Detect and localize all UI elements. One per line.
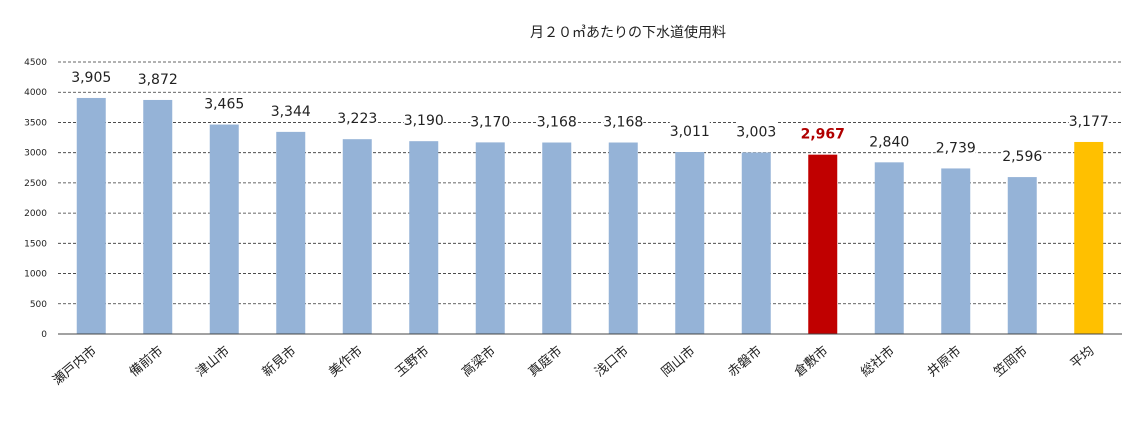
data-label-backdrop xyxy=(1002,145,1043,166)
bar xyxy=(941,168,971,334)
x-axis: 瀬戸内市 備前市 津山市 新見市 美作市 玉野市 高梁市 真庭市 浅口市 岡山市 赤磐市 倉敷市 総社市… xyxy=(50,333,1122,389)
chart-title: 月２０㎥あたりの下水道使用料 xyxy=(530,24,726,41)
bar xyxy=(409,141,439,334)
data-label: 3,905 xyxy=(71,70,111,86)
x-tick-label: 平均 xyxy=(1068,344,1098,372)
y-tick-label: 0 xyxy=(41,330,47,340)
data-label-backdrop xyxy=(337,107,378,128)
data-label: 2,840 xyxy=(869,134,909,150)
data-label: 3,011 xyxy=(670,124,710,140)
bar xyxy=(276,131,306,334)
x-tick-label: 倉敷市 xyxy=(791,343,831,380)
x-tick-label: 高梁市 xyxy=(459,343,499,380)
data-label-backdrop xyxy=(470,110,511,131)
bar xyxy=(741,152,771,334)
data-label: 3,465 xyxy=(204,97,244,113)
bar xyxy=(1074,141,1104,334)
bar xyxy=(475,142,505,334)
x-tick-label: 玉野市 xyxy=(392,343,432,380)
bars xyxy=(76,97,1104,335)
data-label-backdrop xyxy=(536,110,577,131)
data-label: 2,967 xyxy=(801,127,845,143)
x-tick-label: 美作市 xyxy=(326,343,366,380)
data-label: 3,872 xyxy=(138,72,178,88)
y-axis: 0 500 1000 1500 2000 2500 3000 3500 4000 4500 xyxy=(24,58,47,340)
bar xyxy=(209,124,239,334)
bar xyxy=(874,162,904,334)
x-tick-label: 備前市 xyxy=(126,343,166,380)
data-label-backdrop xyxy=(869,130,910,151)
bar xyxy=(608,142,638,334)
data-label: 3,168 xyxy=(603,115,643,131)
data-label: 3,223 xyxy=(337,111,377,127)
data-label: 3,003 xyxy=(736,124,776,140)
bar xyxy=(1007,177,1037,334)
data-label-backdrop xyxy=(270,99,311,120)
y-tick-label: 1000 xyxy=(24,270,47,280)
data-label: 3,177 xyxy=(1069,114,1109,130)
x-tick-label: 瀬戸内市 xyxy=(50,343,100,389)
bar xyxy=(542,142,572,334)
bar xyxy=(808,154,838,334)
data-label: 3,168 xyxy=(537,115,577,131)
y-tick-label: 4000 xyxy=(24,88,47,98)
y-tick-label: 3500 xyxy=(24,118,47,128)
data-label-backdrop xyxy=(403,109,444,130)
x-tick-label: 総社市 xyxy=(858,343,898,380)
data-label-backdrop xyxy=(935,136,976,157)
y-tick-label: 2000 xyxy=(24,209,47,219)
data-label: 2,739 xyxy=(936,140,976,156)
x-tick-label: 浅口市 xyxy=(592,343,632,380)
data-label: 2,596 xyxy=(1002,149,1042,165)
data-label: 3,170 xyxy=(470,114,510,130)
x-tick-label: 津山市 xyxy=(193,343,233,380)
x-tick-label: 新見市 xyxy=(259,343,299,380)
y-tick-label: 4500 xyxy=(24,58,47,68)
y-tick-label: 3000 xyxy=(24,149,47,159)
x-tick-label: 井原市 xyxy=(924,343,964,380)
data-label-backdrop xyxy=(71,65,112,86)
data-label-backdrop xyxy=(1068,109,1109,130)
bar xyxy=(76,97,106,334)
bar xyxy=(342,139,372,334)
bar xyxy=(143,99,173,335)
bar xyxy=(675,152,705,334)
y-tick-label: 2500 xyxy=(24,179,47,189)
x-tick-label: 岡山市 xyxy=(658,343,698,380)
data-label: 3,190 xyxy=(404,113,444,129)
x-tick-label: 真庭市 xyxy=(525,343,565,380)
data-labels: 3,905 3,872 3,465 3,344 3,223 3,190 3,170 3,168… xyxy=(71,65,1109,166)
x-tick-label: 笠岡市 xyxy=(991,343,1031,380)
data-label-backdrop xyxy=(603,110,644,131)
data-label-backdrop xyxy=(802,122,843,143)
data-label-backdrop xyxy=(669,120,710,141)
data-label-backdrop xyxy=(736,120,777,141)
y-tick-label: 500 xyxy=(30,300,47,310)
x-tick-label: 赤磐市 xyxy=(725,343,765,380)
data-label-backdrop xyxy=(137,67,178,88)
data-label: 3,344 xyxy=(271,104,311,120)
data-label-backdrop xyxy=(204,92,245,113)
y-tick-label: 1500 xyxy=(24,239,47,249)
